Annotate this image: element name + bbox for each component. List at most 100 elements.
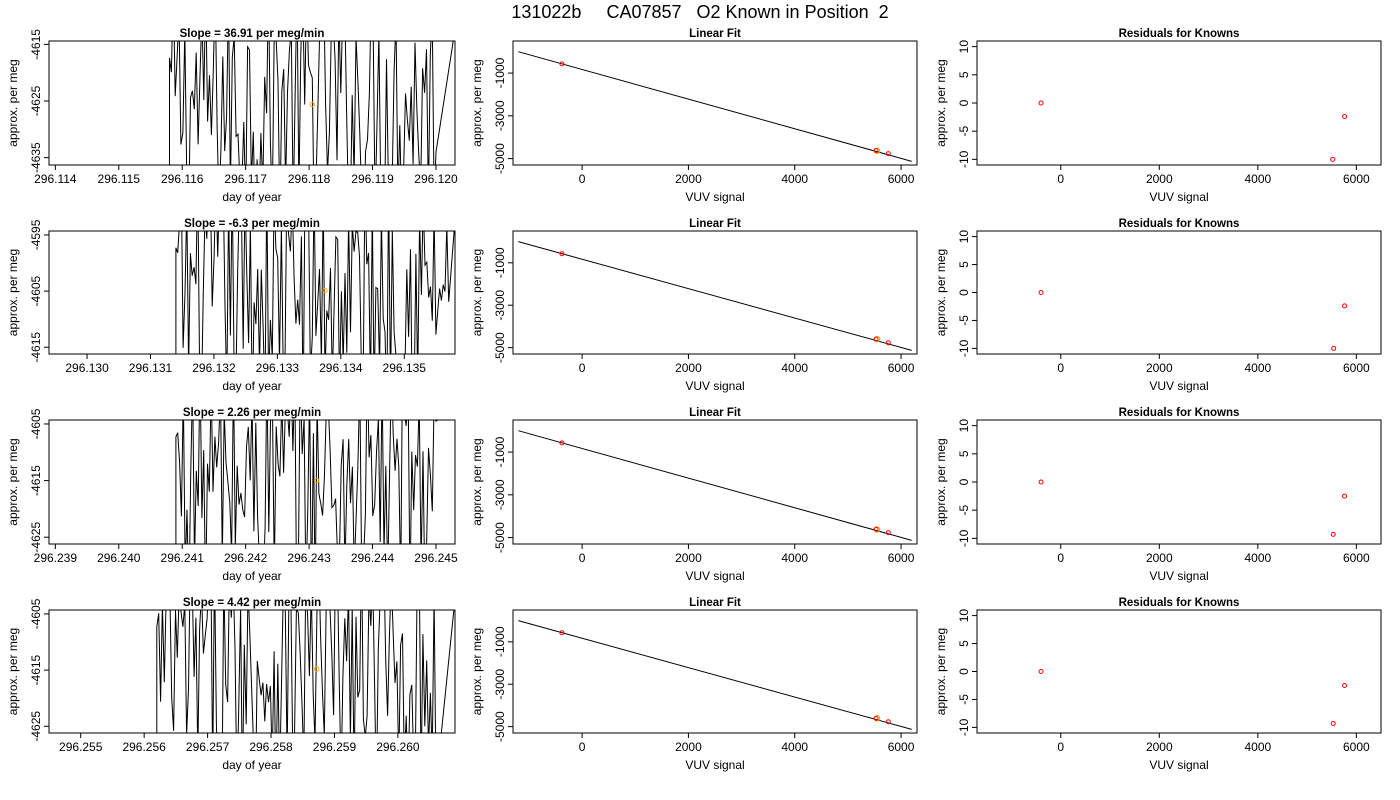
y-tick-label: -3000 [493,479,507,510]
x-tick-label: 6000 [1343,740,1370,754]
plot-frame [976,230,1382,355]
y-axis: -4615 -4625 -4635 [29,29,49,173]
x-tick-label: 6000 [888,361,915,375]
y-tick-label: -4605 [29,598,43,629]
data-point [559,251,565,257]
x-tick-label: 296.257 [186,740,230,754]
x-axis: 296.255 296.256 296.257 296.258 296.259 296.2… [59,733,420,754]
x-axis-label: VUV signal [685,569,744,583]
plot-area [156,610,455,733]
panel-title: Slope = 2.26 per meg/min [183,407,321,419]
data-point [1330,531,1336,537]
y-tick-label: -1000 [493,626,507,657]
x-tick-label: 296.243 [287,551,331,565]
y-tick-label: 10 [957,609,971,623]
x-tick-label: 4000 [781,172,808,186]
panel-fit-1: Linear Fit 0 2000 4000 6000 VUV signal -1000 -3… [470,28,918,204]
y-axis: 10 5 0 -5 -10 [957,230,977,357]
y-tick-label: 5 [957,450,971,457]
plot-frame [48,40,456,166]
fit-line [518,51,912,162]
y-tick-label: 0 [957,289,971,296]
x-tick-label: 2000 [675,551,702,565]
y-axis: 10 5 0 -5 -10 [957,419,977,547]
plot-area [518,241,912,351]
trace-line [175,420,439,544]
data-point [1342,493,1348,499]
x-tick-label: 296.114 [34,172,77,186]
fit-line [518,620,912,730]
x-tick-label: 296.133 [256,361,300,375]
y-tick-label: 10 [957,40,971,54]
x-tick-label: 0 [579,361,586,375]
x-tick-label: 296.260 [376,740,420,754]
panel-resid-1: Residuals for Knowns 0 2000 4000 6000 VUV sig… [934,28,1382,204]
x-tick-label: 6000 [1343,172,1370,186]
y-axis: -4605 -4615 -4625 [29,598,49,742]
y-tick-label: -10 [957,529,971,547]
x-tick-label: 296.135 [383,361,427,375]
x-axis: 0 2000 4000 6000 [579,733,915,754]
x-tick-label: 296.255 [59,740,103,754]
y-axis: -1000 -3000 -5000 [493,57,513,174]
panel-title: Linear Fit [689,218,741,230]
plot-frame [48,419,456,545]
panel-trace-4: Slope = 4.42 per meg/min 296.255 296.256 29… [6,597,456,772]
y-axis-label: approx. per meg [470,628,484,715]
y-axis-label: approx. per meg [470,438,484,525]
known-marker [314,477,320,484]
known-marker [309,101,315,108]
x-tick-label: 4000 [1244,172,1271,186]
data-point [1038,479,1044,485]
x-axis: 0 2000 4000 6000 [1057,354,1370,375]
y-tick-label: 0 [957,478,971,485]
panel-resid-4: Residuals for Knowns 0 2000 4000 6000 VUV sig… [934,597,1382,772]
plot-area [175,420,439,544]
y-tick-label: 5 [957,71,971,78]
plot-area [518,620,912,730]
y-tick-label: -5 [957,694,971,705]
y-tick-label: 5 [957,261,971,268]
x-tick-label: 296.120 [414,172,458,186]
x-tick-label: 6000 [1343,551,1370,565]
x-axis: 296.114 296.115 296.116 296.117 296.118 296.1… [34,165,458,186]
plot-frame [512,230,918,355]
x-tick-label: 296.241 [161,551,205,565]
data-point [885,151,891,157]
data-point [885,719,891,725]
y-tick-label: -5 [957,505,971,516]
y-axis-label: approx. per meg [934,438,948,525]
x-axis: 0 2000 4000 6000 [579,165,915,186]
data-point [1330,156,1336,162]
y-tick-label: -10 [957,150,971,168]
x-tick-label: 296.132 [192,361,236,375]
y-tick-label: 5 [957,640,971,647]
plot-frame [512,40,918,166]
x-tick-label: 4000 [781,551,808,565]
y-axis-label: approx. per meg [470,249,484,336]
y-axis-label: approx. per meg [6,628,20,715]
x-axis: 0 2000 4000 6000 [1057,733,1370,754]
y-tick-label: -4625 [29,85,43,116]
panel-title: Slope = 4.42 per meg/min [183,597,321,609]
x-axis-label: day of year [222,190,281,204]
y-tick-label: -10 [957,718,971,736]
x-tick-label: 0 [1057,361,1064,375]
panel-title: Residuals for Knowns [1119,28,1240,40]
y-axis-label: approx. per meg [934,628,948,715]
x-tick-label: 2000 [675,361,702,375]
plot-area [175,231,455,354]
x-axis-label: day of year [222,758,281,772]
x-tick-label: 2000 [1146,551,1173,565]
x-tick-label: 0 [579,551,586,565]
x-axis: 0 2000 4000 6000 [1057,165,1370,186]
x-axis-label: day of year [222,379,281,393]
plot-area [1038,479,1348,537]
plot-frame [48,230,456,355]
panel-title: Slope = -6.3 per meg/min [184,218,320,230]
trace-line [156,610,455,733]
x-axis-label: VUV signal [685,190,744,204]
